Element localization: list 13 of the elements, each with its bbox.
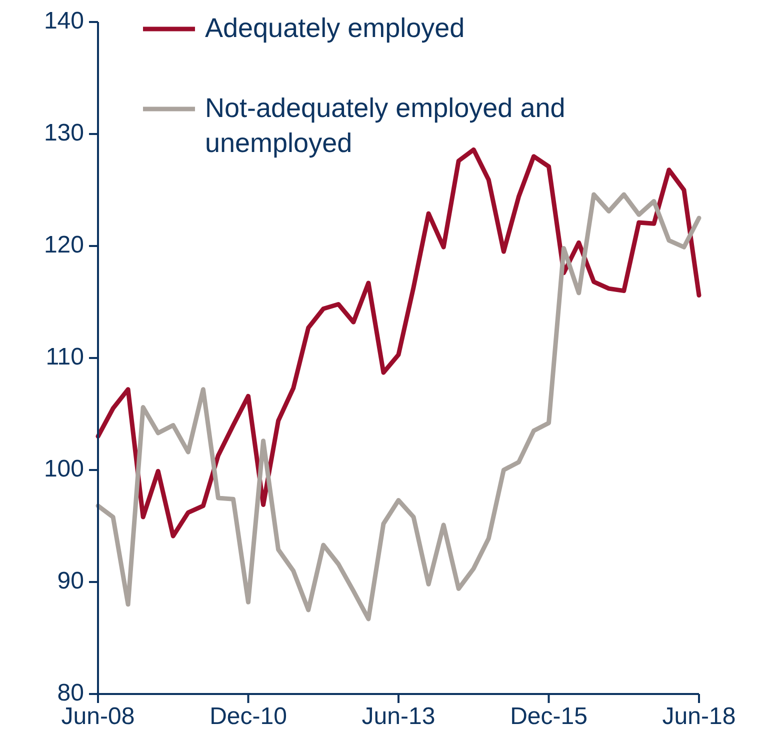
x-tick-label: Dec-15 — [510, 703, 588, 730]
y-tick-label: 110 — [46, 343, 84, 370]
legend-label: Adequately employed — [205, 13, 465, 44]
x-tick-label: Jun-18 — [662, 703, 736, 730]
y-tick-label: 120 — [44, 231, 84, 258]
legend-label: Not-adequately employed and unemployed — [205, 93, 566, 158]
y-tick-label: 130 — [44, 119, 84, 146]
x-tick-label: Dec-10 — [210, 703, 287, 730]
x-tick-label: Jun-13 — [362, 703, 436, 730]
y-tick-label: 90 — [57, 567, 84, 594]
y-tick-label: 140 — [44, 7, 84, 34]
y-tick-label: 100 — [44, 455, 84, 482]
line-series — [96, 192, 702, 622]
